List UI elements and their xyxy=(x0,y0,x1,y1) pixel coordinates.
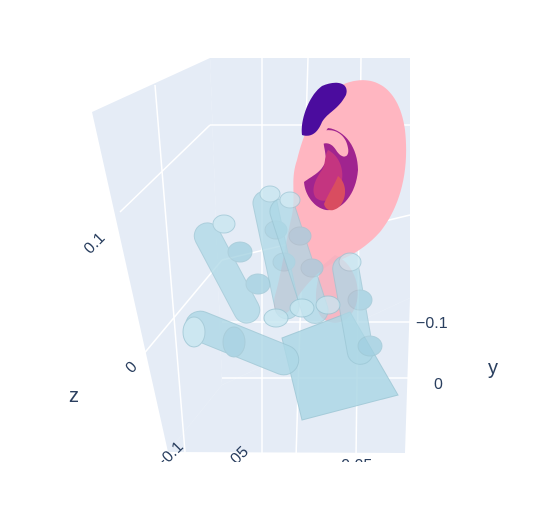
hand-thumb xyxy=(182,310,300,376)
y-tick-0: 0 xyxy=(434,376,443,393)
knuckle-2 xyxy=(289,298,315,318)
y-axis-title: y xyxy=(488,357,498,379)
pane-left xyxy=(92,58,222,452)
hand-mesh xyxy=(182,185,399,421)
bottom-crop xyxy=(0,462,548,530)
y-tick-neg0.1: −0.1 xyxy=(416,315,448,332)
contact-top-dark xyxy=(301,82,347,136)
hand-pinky-finger xyxy=(332,252,383,365)
z-axis-title: z xyxy=(69,385,79,407)
knuckle-1 xyxy=(263,308,289,328)
z-tick-0.1: 0.1 xyxy=(81,230,109,258)
knuckle-3 xyxy=(315,295,341,315)
hand-palm xyxy=(281,311,399,421)
hand-index-finger xyxy=(193,214,271,324)
cloud-inner-arc xyxy=(310,130,349,157)
hand-ring-finger xyxy=(269,191,329,324)
contact-bright xyxy=(324,176,346,211)
